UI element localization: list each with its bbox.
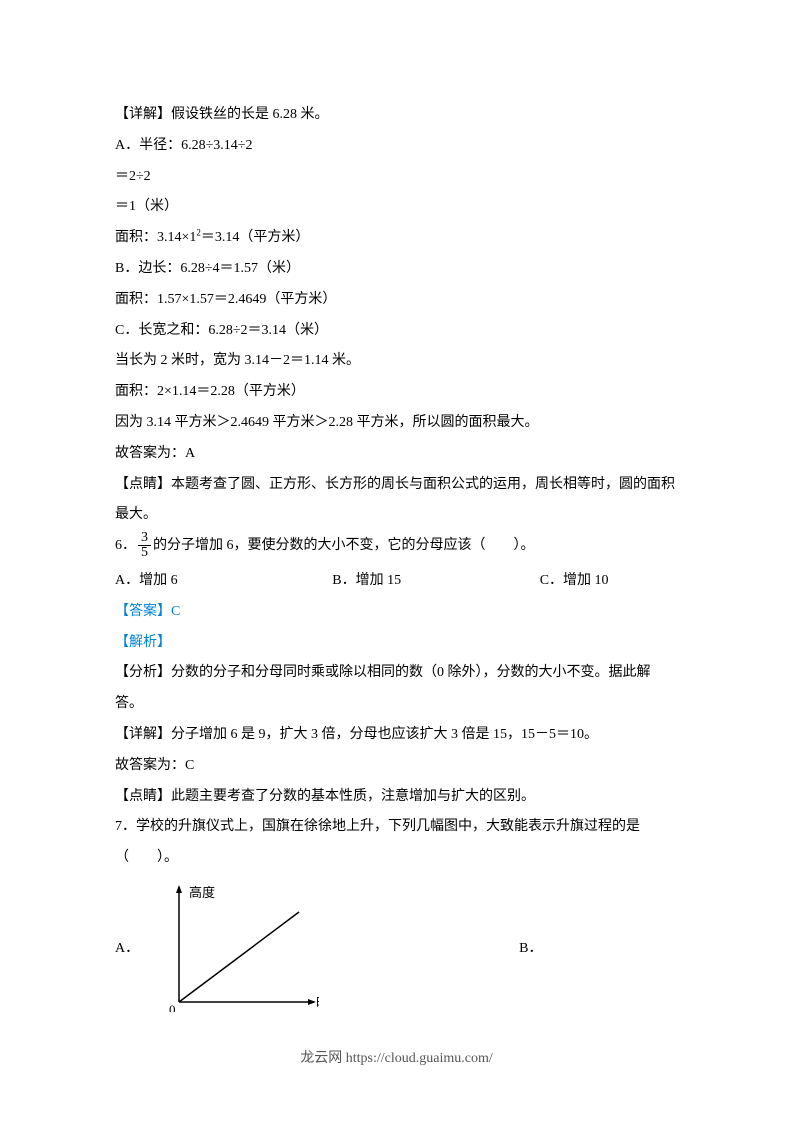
solution-line-b1: B．边长：6.28÷4＝1.57（米） [115,254,678,285]
solution-line-b2: 面积：1.57×1.57＝2.4649（平方米） [115,285,678,316]
solution-line-a4: 面积：3.14×12＝3.14（平方米） [115,223,678,254]
q6-denominator: 5 [138,546,151,560]
q7-chart-a: 高度时间 0 [159,882,319,1012]
svg-text:时间: 时间 [316,995,319,1010]
answer-5: 故答案为：A [115,439,678,470]
q6-fraction: 35 [138,531,151,560]
detail-header: 【详解】假设铁丝的长是 6.28 米。 [115,100,678,131]
page-footer: 龙云网 https://cloud.guaimu.com/ [0,1047,793,1067]
solution-line-c1: C．长宽之和：6.28÷2＝3.14（米） [115,316,678,347]
tip-5: 【点睛】本题考查了圆、正方形、长方形的周长与面积公式的运用，周长相等时，圆的面积… [115,470,678,532]
answer-6-final: 故答案为：C [115,751,678,782]
analysis-6: 【分析】分数的分子和分母同时乘或除以相同的数（0 除外），分数的大小不变。据此解… [115,658,678,720]
q6-suffix: 的分子增加 6，要使分数的大小不变，它的分母应该（ ）。 [153,538,535,553]
question-7: 7．学校的升旗仪式上，国旗在徐徐地上升，下列几幅图中，大致能表示升旗过程的是（ … [115,812,678,874]
question-6: 6．35的分子增加 6，要使分数的大小不变，它的分母应该（ ）。 [115,531,678,562]
q7-options-row: A． 高度时间 0 B． [115,882,678,1012]
compare-line: 因为 3.14 平方米＞2.4649 平方米＞2.28 平方米，所以圆的面积最大… [115,408,678,439]
analysis-6-label: 【解析】 [115,628,678,659]
solution-line-a1: A．半径：6.28÷3.14÷2 [115,131,678,162]
q7-option-a-label: A． [115,937,139,957]
q6-option-b: B．增加 15 [332,566,539,597]
tip-6: 【点睛】此题主要考查了分数的基本性质，注意增加与扩大的区别。 [115,782,678,813]
solution-line-a2: ＝2÷2 [115,162,678,193]
solution-line-a3: ＝1（米） [115,192,678,223]
a4-pre: 面积：3.14×1 [115,230,196,245]
svg-text:高度: 高度 [189,885,215,900]
solution-line-c3: 面积：2×1.14＝2.28（平方米） [115,377,678,408]
q6-prefix: 6． [115,538,136,553]
solution-line-c2: 当长为 2 米时，宽为 3.14－2＝1.14 米。 [115,346,678,377]
q7-option-b-label: B． [519,937,542,957]
svg-text:0: 0 [169,1002,176,1012]
a4-post: ＝3.14（平方米） [201,230,310,245]
q6-numerator: 3 [138,531,151,546]
q6-option-a: A．增加 6 [115,566,332,597]
q6-option-c: C．增加 10 [540,566,678,597]
answer-6-label: 【答案】C [115,597,678,628]
q6-options: A．增加 6 B．增加 15 C．增加 10 [115,566,678,597]
detail-6: 【详解】分子增加 6 是 9，扩大 3 倍，分母也应该扩大 3 倍是 15，15… [115,720,678,751]
